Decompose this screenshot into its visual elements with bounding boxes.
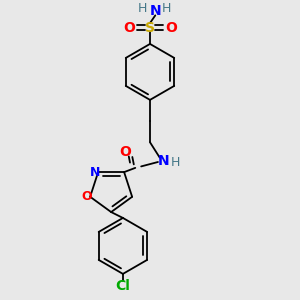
Text: O: O [123, 21, 135, 35]
Text: H: H [137, 2, 147, 15]
Text: O: O [119, 145, 131, 159]
Text: N: N [149, 4, 161, 18]
Text: H: H [171, 156, 180, 170]
Text: O: O [165, 21, 177, 35]
Text: Cl: Cl [116, 279, 130, 293]
Text: N: N [158, 154, 169, 167]
Text: H: H [162, 2, 171, 15]
Text: S: S [145, 21, 155, 35]
Text: O: O [81, 190, 92, 203]
Text: N: N [89, 166, 100, 178]
